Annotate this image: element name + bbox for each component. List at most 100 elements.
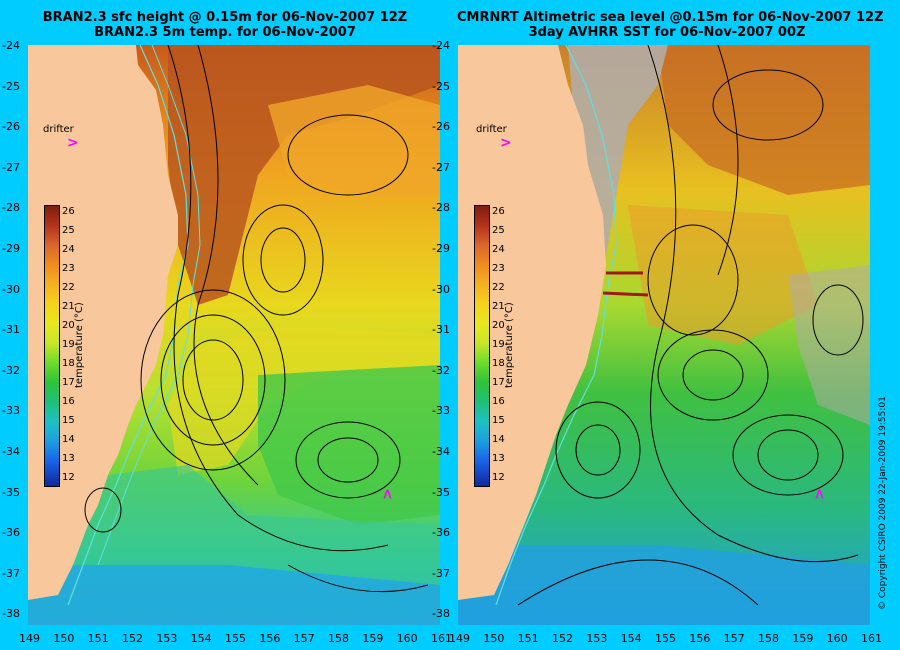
cool-water-region bbox=[258, 365, 440, 525]
right-drifter-icon: > bbox=[500, 135, 512, 151]
left-colorbar-tick: 20 bbox=[62, 320, 75, 331]
right-drifter-track-icon: > bbox=[811, 488, 828, 500]
left-x-tick: 152 bbox=[122, 632, 143, 645]
right-y-tick: -37 bbox=[432, 566, 450, 580]
left-colorbar-tick: 19 bbox=[62, 339, 75, 350]
right-y-tick: -28 bbox=[432, 201, 450, 215]
cloud-edge-2 bbox=[602, 291, 649, 297]
left-x-tick: 154 bbox=[190, 632, 212, 645]
right-colorbar-tick: 12 bbox=[492, 472, 505, 483]
right-x-tick: 156 bbox=[689, 632, 711, 645]
cloud-cover-east bbox=[788, 265, 870, 425]
right-x-tick: 160 bbox=[826, 632, 848, 645]
left-panel-title: BRAN2.3 sfc height @ 0.15m for 06-Nov-20… bbox=[15, 10, 435, 40]
left-colorbar-tick: 21 bbox=[62, 301, 75, 312]
left-colorbar-tick: 23 bbox=[62, 263, 75, 274]
right-colorbar-tick: 17 bbox=[492, 377, 505, 388]
left-x-tick: 153 bbox=[156, 632, 178, 645]
cold-south-edge bbox=[458, 545, 870, 625]
right-x-tick: 152 bbox=[552, 632, 573, 645]
right-y-tick: -25 bbox=[432, 79, 450, 93]
left-colorbar-tick: 26 bbox=[62, 206, 75, 217]
right-x-tick: 149 bbox=[449, 632, 470, 645]
right-colorbar-tick: 23 bbox=[492, 263, 505, 274]
left-colorbar-tick: 16 bbox=[62, 396, 75, 407]
left-map-svg bbox=[28, 45, 440, 625]
right-colorbar-tick: 14 bbox=[492, 434, 505, 445]
right-y-tick: -24 bbox=[432, 39, 450, 52]
left-y-tick: -38 bbox=[2, 607, 20, 621]
right-colorbar-tick: 18 bbox=[492, 358, 505, 369]
left-colorbar-tick: 14 bbox=[62, 434, 75, 445]
right-title-line2: 3day AVHRR SST for 06-Nov-2007 00Z bbox=[528, 25, 806, 40]
right-colorbar bbox=[474, 205, 490, 487]
right-colorbar-tick: 15 bbox=[492, 415, 505, 426]
right-x-tick: 161 bbox=[861, 632, 882, 645]
sea-level-contours bbox=[517, 45, 864, 606]
right-y-tick: -30 bbox=[432, 282, 450, 296]
left-y-tick: -34 bbox=[2, 445, 20, 458]
left-colorbar-tick: 25 bbox=[62, 225, 75, 236]
warm-water-band bbox=[628, 205, 818, 345]
right-colorbar-tick: 20 bbox=[492, 320, 505, 331]
left-x-tick: 161 bbox=[431, 632, 452, 645]
left-colorbar-tick: 17 bbox=[62, 377, 75, 388]
left-x-tick: 159 bbox=[362, 632, 384, 645]
right-y-tick: -36 bbox=[432, 526, 450, 540]
right-colorbar-tick: 26 bbox=[492, 206, 505, 217]
left-colorbar-tick: 18 bbox=[62, 358, 75, 369]
left-x-tick: 151 bbox=[87, 632, 109, 645]
right-colorbar-tick: 25 bbox=[492, 225, 505, 236]
right-colorbar-tick: 16 bbox=[492, 396, 505, 407]
right-colorbar-tick: 21 bbox=[492, 301, 505, 312]
warm-core-north bbox=[168, 45, 440, 305]
right-colorbar-tick: 22 bbox=[492, 282, 505, 293]
warm-core-north bbox=[658, 45, 870, 195]
left-y-tick: -32 bbox=[2, 363, 20, 377]
left-y-tick: -26 bbox=[2, 120, 20, 134]
right-x-tick: 150 bbox=[483, 632, 505, 645]
right-map-panel bbox=[458, 45, 870, 625]
right-map-svg bbox=[458, 45, 870, 625]
right-colorbar-tick: 24 bbox=[492, 244, 505, 255]
left-x-tick: 149 bbox=[19, 632, 40, 645]
right-y-tick: -38 bbox=[432, 607, 450, 621]
land-australia bbox=[28, 45, 178, 600]
left-drifter-track-icon: > bbox=[379, 488, 396, 500]
left-map-panel bbox=[28, 45, 440, 625]
left-x-tick: 155 bbox=[225, 632, 246, 645]
copyright-text: © Copyright CSIRO 2009 22-Jan-2009 19:55… bbox=[878, 396, 888, 610]
left-colorbar-tick: 22 bbox=[62, 282, 75, 293]
right-x-tick: 158 bbox=[758, 632, 779, 645]
left-y-tick: -25 bbox=[2, 79, 20, 93]
right-y-tick: -29 bbox=[432, 242, 450, 255]
left-y-tick: -24 bbox=[2, 39, 20, 52]
left-title-line2: BRAN2.3 5m temp. for 06-Nov-2007 bbox=[94, 25, 356, 40]
right-y-tick: -35 bbox=[432, 485, 450, 499]
right-x-tick: 154 bbox=[620, 632, 642, 645]
left-x-tick: 158 bbox=[328, 632, 349, 645]
left-colorbar-tick: 13 bbox=[62, 453, 75, 464]
left-y-tick: -27 bbox=[2, 160, 20, 174]
right-y-tick: -31 bbox=[432, 323, 450, 337]
left-y-tick: -36 bbox=[2, 526, 20, 540]
left-y-tick: -30 bbox=[2, 282, 20, 296]
right-y-tick: -27 bbox=[432, 160, 450, 174]
right-x-tick: 153 bbox=[586, 632, 608, 645]
right-x-tick: 159 bbox=[792, 632, 814, 645]
right-x-tick: 157 bbox=[723, 632, 745, 645]
right-x-tick: 155 bbox=[655, 632, 676, 645]
left-x-tick: 157 bbox=[293, 632, 315, 645]
right-title-line1: CMRNRT Altimetric sea level @0.15m for 0… bbox=[457, 10, 884, 25]
left-colorbar bbox=[44, 205, 60, 487]
right-colorbar-tick: 19 bbox=[492, 339, 505, 350]
left-drifter-label: drifter bbox=[43, 124, 74, 135]
left-y-tick: -28 bbox=[2, 201, 20, 215]
left-y-tick: -35 bbox=[2, 485, 20, 499]
right-drifter-label: drifter bbox=[476, 124, 507, 135]
right-panel-title: CMRNRT Altimetric sea level @0.15m for 0… bbox=[457, 10, 884, 40]
left-y-tick: -31 bbox=[2, 323, 20, 337]
right-colorbar-label: temperature (°C) bbox=[504, 302, 515, 388]
left-y-tick: -37 bbox=[2, 566, 20, 580]
sea-level-contours bbox=[84, 45, 429, 593]
